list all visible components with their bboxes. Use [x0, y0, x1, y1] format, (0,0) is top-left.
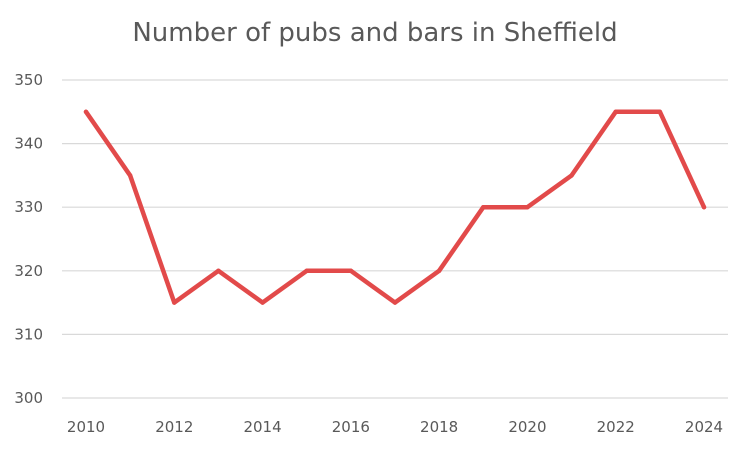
data-point-2018 [436, 268, 442, 273]
x-tick-label-2018: 2018 [420, 418, 458, 436]
y-tick-label-320: 320 [14, 262, 43, 280]
data-point-2016 [348, 268, 354, 273]
x-tick-label-2010: 2010 [67, 418, 105, 436]
y-tick-label-310: 310 [14, 325, 43, 343]
data-point-2013 [216, 268, 221, 273]
data-point-2023 [657, 109, 663, 115]
x-tick-label-2022: 2022 [597, 418, 635, 436]
y-tick-label-350: 350 [14, 71, 43, 89]
data-point-2017 [392, 300, 398, 305]
data-point-2020 [525, 205, 530, 210]
x-tick-label-2014: 2014 [243, 418, 281, 436]
data-point-2011 [127, 173, 133, 178]
data-point-2021 [569, 173, 574, 178]
chart-title: Number of pubs and bars in Sheffield [132, 18, 618, 48]
x-tick-label-2012: 2012 [155, 418, 193, 436]
y-tick-label-300: 300 [14, 389, 43, 407]
data-point-2015 [304, 268, 309, 273]
x-tick-label-2020: 2020 [508, 418, 546, 436]
data-point-2022 [613, 109, 618, 115]
data-point-2019 [481, 205, 486, 210]
y-tick-label-330: 330 [14, 198, 43, 216]
data-point-2014 [260, 300, 265, 305]
x-tick-label-2024: 2024 [685, 418, 723, 436]
data-point-2024 [701, 205, 707, 210]
data-point-2012 [172, 300, 177, 305]
x-tick-label-2016: 2016 [332, 418, 370, 436]
y-tick-label-340: 340 [14, 135, 43, 153]
data-point-2010 [83, 109, 89, 115]
